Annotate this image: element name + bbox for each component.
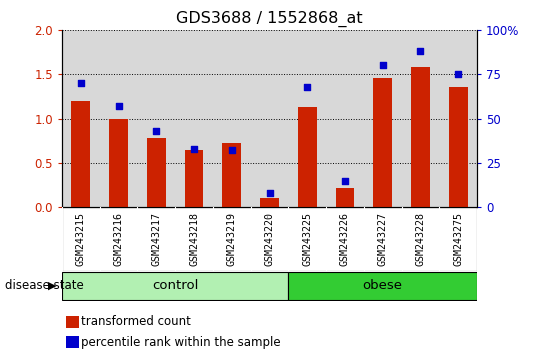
Point <box>378 63 387 68</box>
Bar <box>411 67 430 207</box>
Point <box>77 80 85 86</box>
Bar <box>62 207 477 271</box>
Bar <box>373 78 392 207</box>
Point <box>114 103 123 109</box>
Point <box>265 190 274 196</box>
Text: GSM243215: GSM243215 <box>76 212 86 266</box>
Bar <box>109 119 128 207</box>
Text: GSM243217: GSM243217 <box>151 212 161 266</box>
Bar <box>298 107 317 207</box>
Point <box>227 148 236 153</box>
Point <box>416 48 425 54</box>
Bar <box>66 316 79 328</box>
Bar <box>448 87 467 207</box>
Bar <box>184 149 204 207</box>
Point <box>190 146 198 152</box>
Text: GSM243216: GSM243216 <box>114 212 123 266</box>
Bar <box>66 336 79 348</box>
Point <box>303 84 312 90</box>
Point <box>152 128 161 134</box>
FancyBboxPatch shape <box>62 272 288 300</box>
Point <box>341 178 349 183</box>
Bar <box>147 138 166 207</box>
Bar <box>71 101 90 207</box>
Text: GSM243219: GSM243219 <box>227 212 237 266</box>
Text: GSM243228: GSM243228 <box>416 212 425 266</box>
Text: GSM243275: GSM243275 <box>453 212 463 266</box>
Text: control: control <box>152 279 198 292</box>
Text: obese: obese <box>363 279 403 292</box>
Text: transformed count: transformed count <box>81 315 190 328</box>
Text: GSM243227: GSM243227 <box>378 212 388 266</box>
FancyBboxPatch shape <box>288 272 477 300</box>
Text: disease state: disease state <box>5 279 84 292</box>
Bar <box>222 143 241 207</box>
Text: GSM243218: GSM243218 <box>189 212 199 266</box>
Text: percentile rank within the sample: percentile rank within the sample <box>81 336 280 349</box>
Point <box>454 72 462 77</box>
Bar <box>335 188 355 207</box>
Text: GDS3688 / 1552868_at: GDS3688 / 1552868_at <box>176 11 363 27</box>
Text: GSM243226: GSM243226 <box>340 212 350 266</box>
Text: ▶: ▶ <box>48 281 57 291</box>
Text: GSM243220: GSM243220 <box>265 212 274 266</box>
Bar <box>260 198 279 207</box>
Text: GSM243225: GSM243225 <box>302 212 312 266</box>
